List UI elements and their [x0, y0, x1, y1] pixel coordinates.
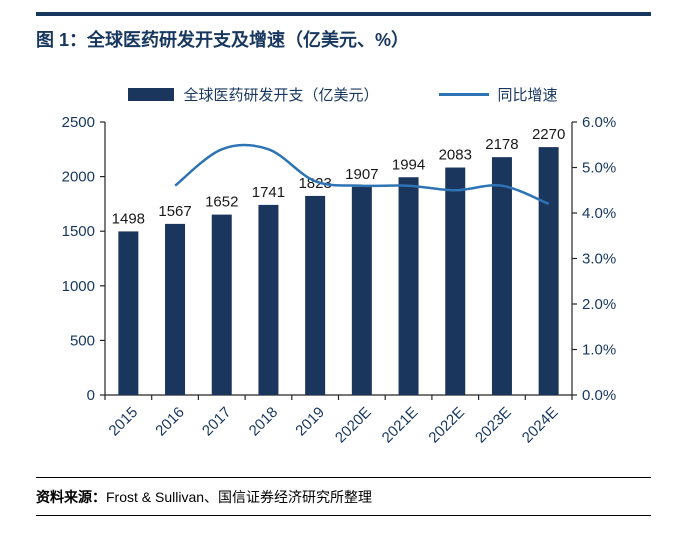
right-axis-tick-label: 2.0% [582, 296, 616, 313]
legend-label-line-series: 同比增速 [497, 87, 558, 104]
bar-value-label: 2178 [485, 136, 518, 153]
bar-2019 [305, 195, 326, 395]
right-axis-tick-label: 4.0% [582, 205, 616, 222]
x-axis-label-2023E: 2023E [472, 404, 515, 447]
right-axis-tick-label: 5.0% [582, 160, 616, 177]
title-top-border [36, 12, 651, 16]
bar-value-label: 1652 [205, 194, 238, 211]
bar-2020E [351, 186, 372, 395]
right-axis-tick-label: 1.0% [582, 342, 616, 359]
bar-2017 [211, 214, 232, 395]
bar-value-label: 2083 [439, 147, 472, 164]
left-axis-tick-label: 1500 [62, 223, 95, 240]
left-axis-tick-label: 1000 [62, 278, 95, 295]
bar-value-label: 1823 [298, 175, 331, 192]
bar-value-label: 2270 [532, 126, 565, 143]
source-label: 资料来源： [36, 489, 106, 505]
source-note: 资料来源：Frost & Sullivan、国信证券经济研究所整理 [36, 487, 372, 507]
bar-value-label: 1498 [112, 210, 145, 227]
bar-value-label: 1994 [392, 156, 425, 173]
chart-legend: 全球医药研发开支（亿美元） 同比增速 [0, 84, 686, 105]
x-axis-label-2017: 2017 [199, 404, 235, 440]
bar-2024E [538, 147, 559, 395]
bar-value-label: 1741 [252, 184, 285, 201]
right-axis-tick-label: 3.0% [582, 251, 616, 268]
bar-series-swatch [128, 88, 175, 101]
x-axis-label-2020E: 2020E [332, 404, 375, 447]
left-axis-tick-label: 0 [87, 387, 95, 404]
left-axis-tick-label: 2000 [62, 169, 95, 186]
bar-2015 [118, 231, 139, 395]
bar-2022E [445, 167, 466, 395]
x-axis-label-2016: 2016 [152, 404, 188, 440]
bar-2021E [398, 177, 419, 395]
figure-title: 图 1：全球医药研发开支及增速（亿美元、%） [36, 30, 410, 50]
right-axis-tick-label: 6.0% [582, 114, 616, 131]
chart-plot-area: 0 500 1000 1500 2000 2500 0.0% 1.0% 2.0% 3.0% 4.0%… [62, 114, 617, 447]
bar-value-label: 1907 [345, 166, 378, 183]
x-axis-label-2022E: 2022E [425, 404, 468, 447]
legend-item-bar-series: 全球医药研发开支（亿美元） [128, 84, 379, 105]
x-axis-label-2018: 2018 [246, 404, 282, 440]
legend-label-bar-series: 全球医药研发开支（亿美元） [183, 87, 379, 104]
bar-2018 [258, 204, 279, 395]
legend-item-line-series: 同比增速 [438, 84, 558, 105]
left-axis-tick-label: 500 [70, 332, 95, 349]
bar-2023E [491, 157, 512, 395]
growth-rate-line [174, 143, 550, 206]
source-text: Frost & Sullivan、国信证券经济研究所整理 [106, 489, 373, 505]
bar-2016 [165, 223, 186, 395]
x-axis-label-2024E: 2024E [519, 404, 562, 447]
right-axis-tick-label: 0.0% [582, 387, 616, 404]
x-axis-label-2019: 2019 [292, 404, 328, 440]
bar-value-label: 1567 [158, 203, 191, 220]
source-divider-bottom [36, 515, 651, 516]
source-divider-top [36, 477, 651, 478]
line-series-swatch [438, 93, 489, 96]
x-axis-label-2015: 2015 [106, 404, 142, 440]
x-axis-label-2021E: 2021E [379, 404, 422, 447]
left-axis-tick-label: 2500 [62, 114, 95, 131]
